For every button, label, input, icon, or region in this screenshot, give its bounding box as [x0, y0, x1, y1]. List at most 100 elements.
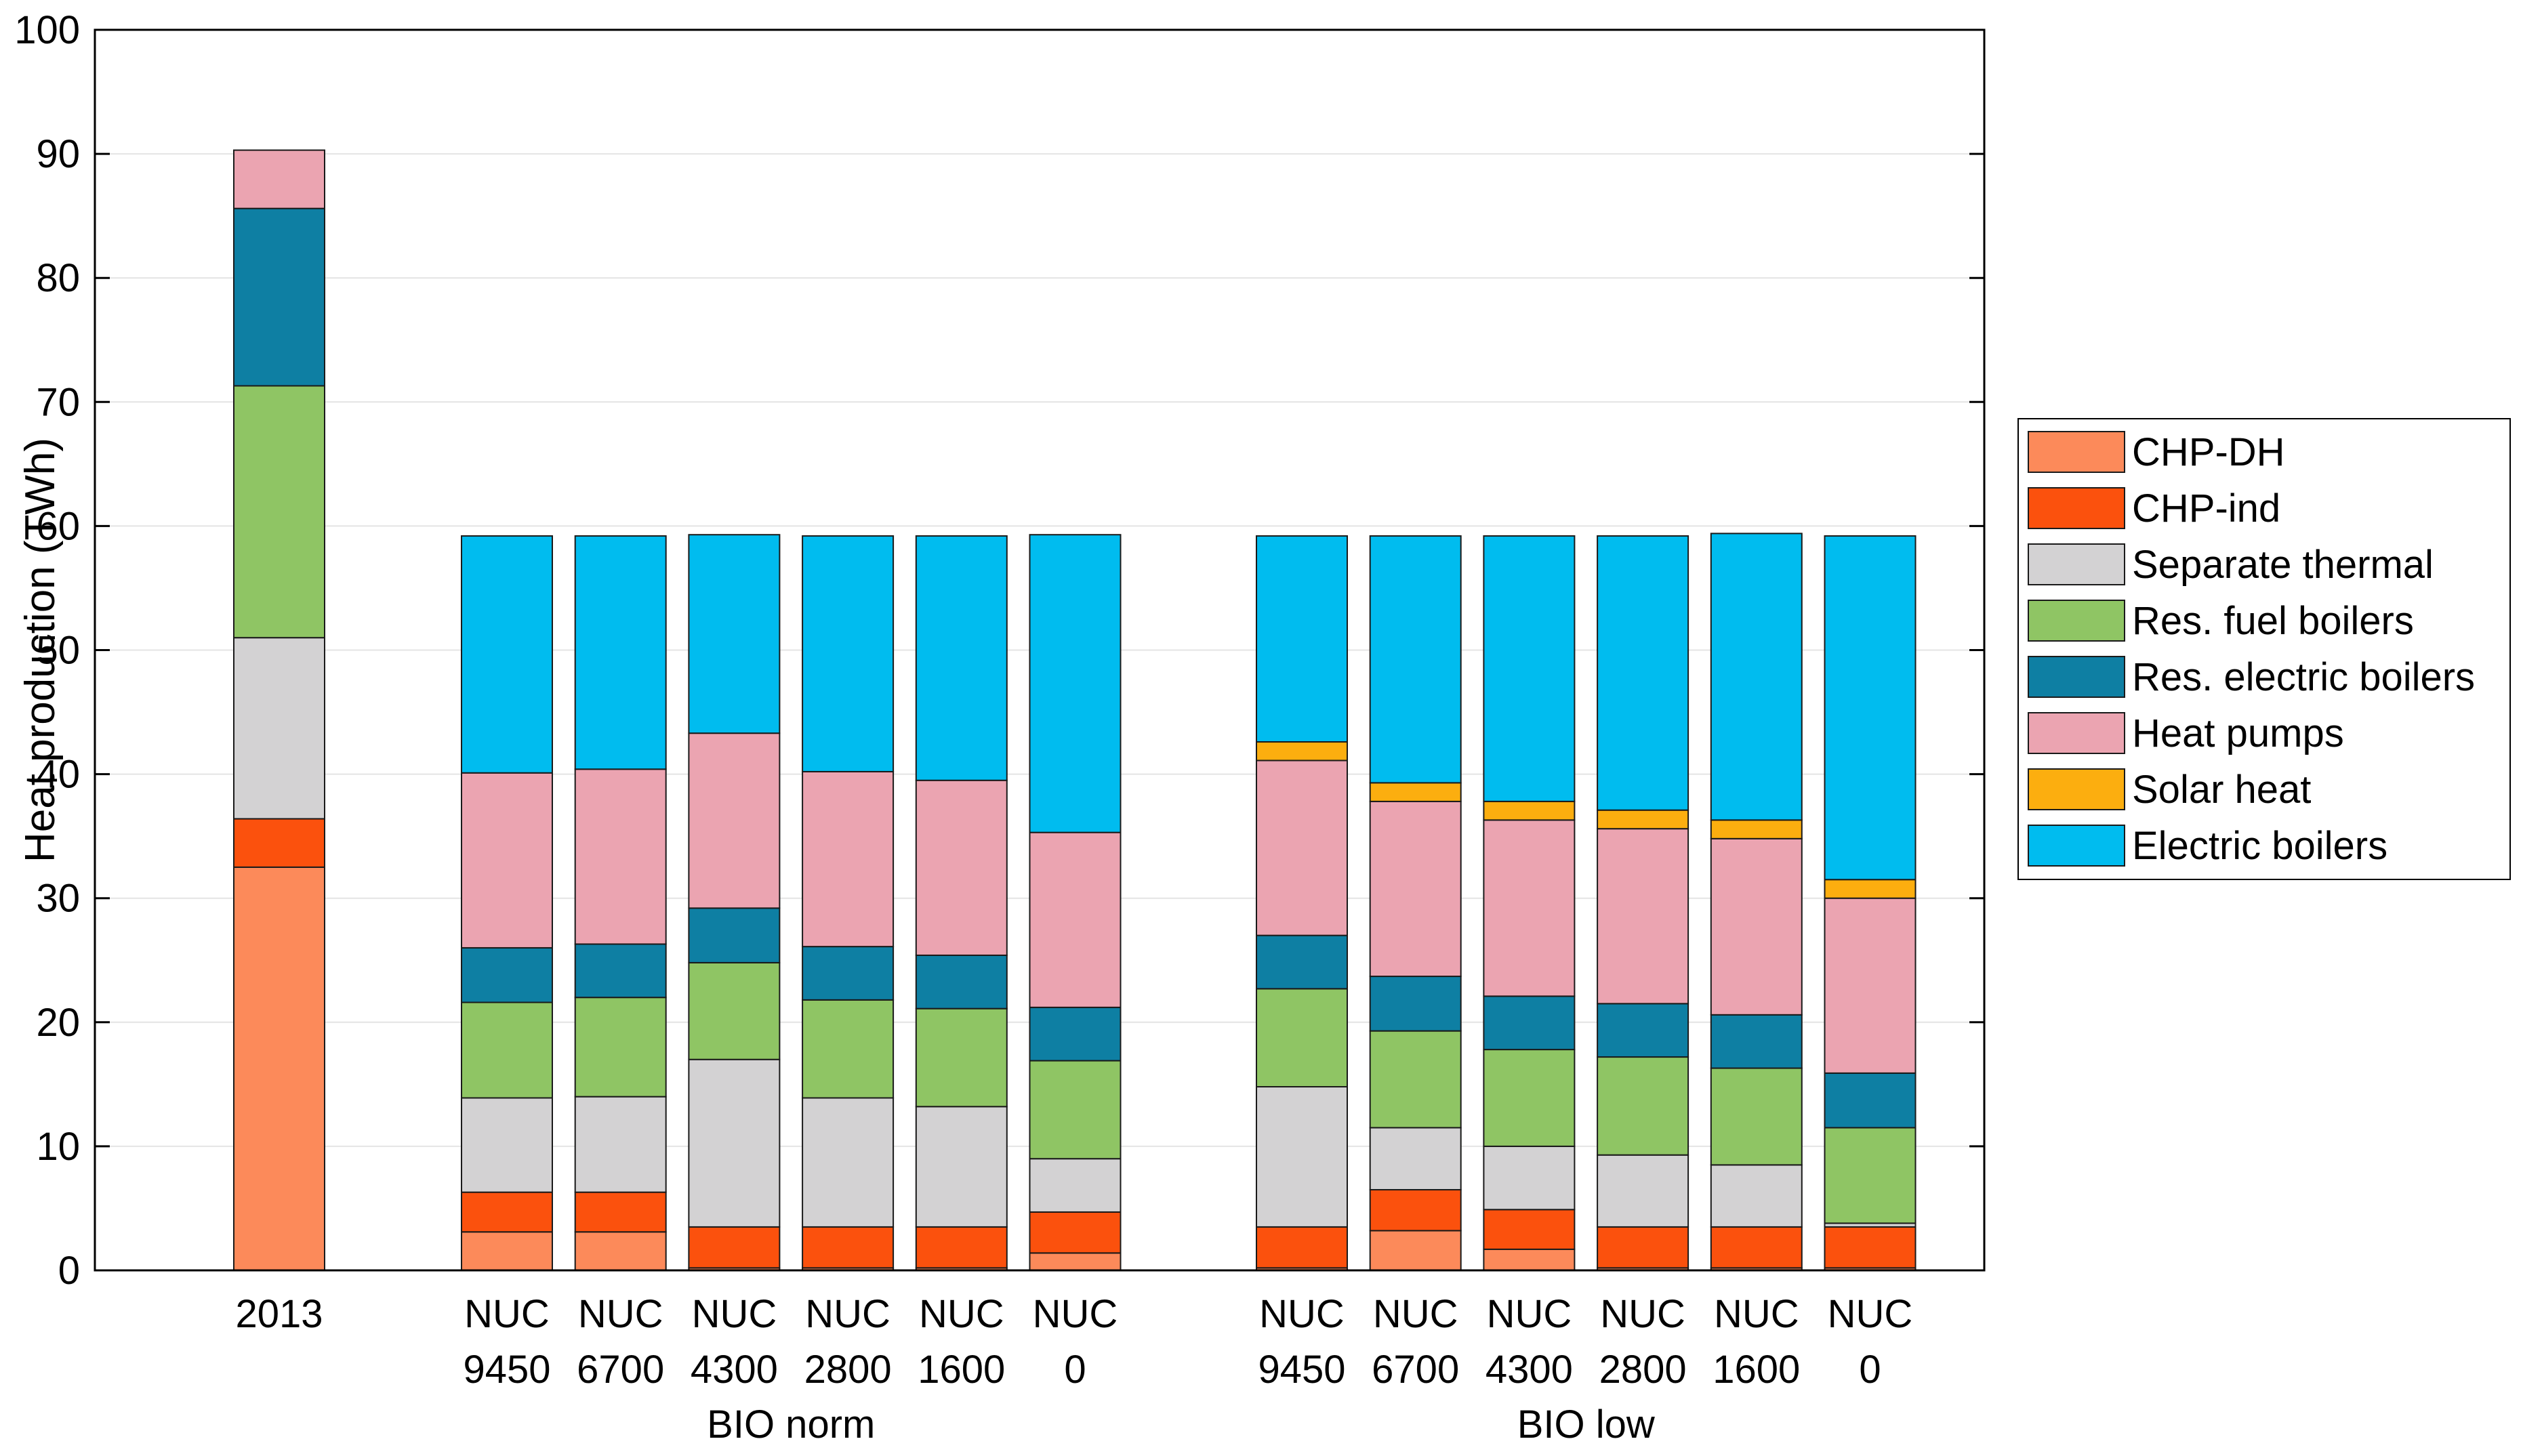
legend-swatch-electric-boilers [2028, 825, 2125, 867]
segment-heat-pumps-bar-4 [802, 770, 895, 948]
segment-separate-thermal-bar-6 [1029, 1158, 1122, 1213]
segment-heat-pumps-bar-9 [1483, 819, 1576, 997]
segment-separate-thermal-bar-10 [1597, 1154, 1689, 1228]
segment-electric-boilers-bar-11 [1710, 533, 1803, 821]
bar-9 [1483, 535, 1576, 1272]
segment-res-electric-boilers-bar-4 [802, 946, 895, 1001]
segment-chp-dh-bar-6 [1029, 1252, 1122, 1271]
segment-solar-heat-bar-7 [1256, 741, 1348, 762]
x-tick-label-6-1: 0 [1064, 1348, 1086, 1392]
y-axis-ticks: 0 10 20 30 40 50 60 70 80 90 100 [14, 8, 1984, 1293]
segment-res-electric-boilers-bar-0 [233, 207, 325, 387]
legend-swatch-chp-dh [2028, 431, 2125, 473]
segment-solar-heat-bar-9 [1483, 800, 1576, 821]
segment-separate-thermal-bar-3 [688, 1058, 781, 1228]
segment-res-electric-boilers-bar-2 [574, 943, 667, 999]
group-label-bio-norm: BIO norm [707, 1402, 875, 1447]
legend-label-electric-boilers: Electric boilers [2132, 824, 2387, 868]
x-axis-group-labels: BIO norm BIO low [707, 1402, 1656, 1447]
x-tick-label-11-0: NUC [1714, 1292, 1799, 1336]
y-tick-label-100: 100 [14, 8, 80, 52]
segment-heat-pumps-bar-5 [915, 779, 1008, 956]
legend-swatch-solar-heat [2028, 768, 2125, 810]
segment-res-fuel-boilers-bar-12 [1824, 1127, 1917, 1224]
legend-label-res-fuel-boilers: Res. fuel boilers [2132, 599, 2414, 643]
x-tick-label-12-0: NUC [1828, 1292, 1913, 1336]
x-tick-label-7-1: 9450 [1258, 1348, 1345, 1392]
y-axis-title: Heat production (TWh) [17, 438, 64, 862]
y-tick-label-0: 0 [58, 1249, 80, 1293]
segment-res-fuel-boilers-bar-4 [802, 999, 895, 1099]
segment-chp-dh-bar-9 [1483, 1248, 1576, 1272]
segment-chp-dh-bar-8 [1369, 1230, 1462, 1271]
segment-res-electric-boilers-bar-11 [1710, 1014, 1803, 1069]
segment-electric-boilers-bar-1 [461, 535, 553, 774]
segment-separate-thermal-bar-1 [461, 1097, 553, 1193]
x-tick-label-10-1: 2800 [1599, 1348, 1687, 1392]
segment-res-fuel-boilers-bar-5 [915, 1007, 1008, 1108]
legend-label-chp-ind: CHP-ind [2132, 486, 2280, 531]
segment-electric-boilers-bar-4 [802, 535, 895, 772]
x-tick-label-3-1: 4300 [691, 1348, 778, 1392]
x-tick-label-11-1: 1600 [1713, 1348, 1800, 1392]
bar-1 [461, 535, 553, 1272]
x-tick-label-4-1: 2800 [804, 1348, 892, 1392]
segment-heat-pumps-bar-10 [1597, 828, 1689, 1005]
segment-separate-thermal-bar-7 [1256, 1086, 1348, 1228]
segment-electric-boilers-bar-7 [1256, 535, 1348, 743]
y-tick-label-10: 10 [36, 1125, 80, 1169]
x-tick-label-2-0: NUC [578, 1292, 663, 1336]
segment-res-fuel-boilers-bar-9 [1483, 1049, 1576, 1147]
segment-solar-heat-bar-8 [1369, 782, 1462, 802]
segment-chp-ind-bar-5 [915, 1226, 1008, 1269]
bar-6 [1029, 534, 1122, 1271]
segment-res-electric-boilers-bar-6 [1029, 1006, 1122, 1062]
segment-res-fuel-boilers-bar-10 [1597, 1056, 1689, 1156]
y-tick-label-40: 40 [36, 753, 80, 797]
segment-electric-boilers-bar-9 [1483, 535, 1576, 802]
bar-8 [1369, 535, 1462, 1271]
x-tick-label-5-1: 1600 [918, 1348, 1005, 1392]
y-tick-label-30: 30 [36, 877, 80, 921]
legend: CHP-DH CHP-ind Separate thermal Res. fuel b… [2017, 418, 2511, 880]
x-tick-label-9-0: NUC [1487, 1292, 1572, 1336]
legend-swatch-res-electric-boilers [2028, 656, 2125, 698]
segment-res-electric-boilers-bar-7 [1256, 934, 1348, 990]
bar-7 [1256, 535, 1348, 1272]
segment-chp-ind-bar-3 [688, 1226, 781, 1269]
segment-chp-dh-bar-1 [461, 1231, 553, 1272]
x-axis-category-labels: 2013 NUC 9450 NUC 6700 NUC 4300 NUC 2800 NUC 1600 N… [235, 1292, 1912, 1392]
legend-label-chp-dh: CHP-DH [2132, 430, 2285, 474]
segment-separate-thermal-bar-5 [915, 1106, 1008, 1228]
segment-res-electric-boilers-bar-1 [461, 947, 553, 1003]
bar-4 [802, 535, 895, 1272]
y-tick-label-60: 60 [36, 504, 80, 548]
segment-electric-boilers-bar-12 [1824, 535, 1917, 881]
legend-swatch-chp-ind [2028, 487, 2125, 529]
segment-separate-thermal-bar-11 [1710, 1164, 1803, 1228]
segment-res-electric-boilers-bar-12 [1824, 1072, 1917, 1129]
segment-electric-boilers-bar-6 [1029, 534, 1122, 833]
legend-label-res-electric-boilers: Res. electric boilers [2132, 655, 2475, 699]
legend-label-solar-heat: Solar heat [2132, 768, 2311, 812]
segment-chp-dh-bar-0 [233, 866, 325, 1272]
segment-solar-heat-bar-12 [1824, 879, 1917, 899]
segment-electric-boilers-bar-5 [915, 535, 1008, 781]
y-tick-label-20: 20 [36, 1001, 80, 1045]
segment-heat-pumps-bar-3 [688, 732, 781, 909]
segment-res-fuel-boilers-bar-3 [688, 961, 781, 1060]
x-tick-label-2-1: 6700 [577, 1348, 664, 1392]
x-tick-label-12-1: 0 [1859, 1348, 1881, 1392]
segment-separate-thermal-bar-8 [1369, 1127, 1462, 1190]
segment-separate-thermal-bar-4 [802, 1097, 895, 1228]
x-tick-label-3-0: NUC [692, 1292, 777, 1336]
y-tick-label-80: 80 [36, 256, 80, 300]
segment-heat-pumps-bar-11 [1710, 837, 1803, 1016]
segment-chp-ind-bar-11 [1710, 1226, 1803, 1269]
segment-chp-ind-bar-2 [574, 1191, 667, 1233]
segment-heat-pumps-bar-2 [574, 768, 667, 945]
x-tick-label-4-0: NUC [805, 1292, 890, 1336]
y-tick-label-90: 90 [36, 132, 80, 176]
segment-chp-ind-bar-4 [802, 1226, 895, 1269]
